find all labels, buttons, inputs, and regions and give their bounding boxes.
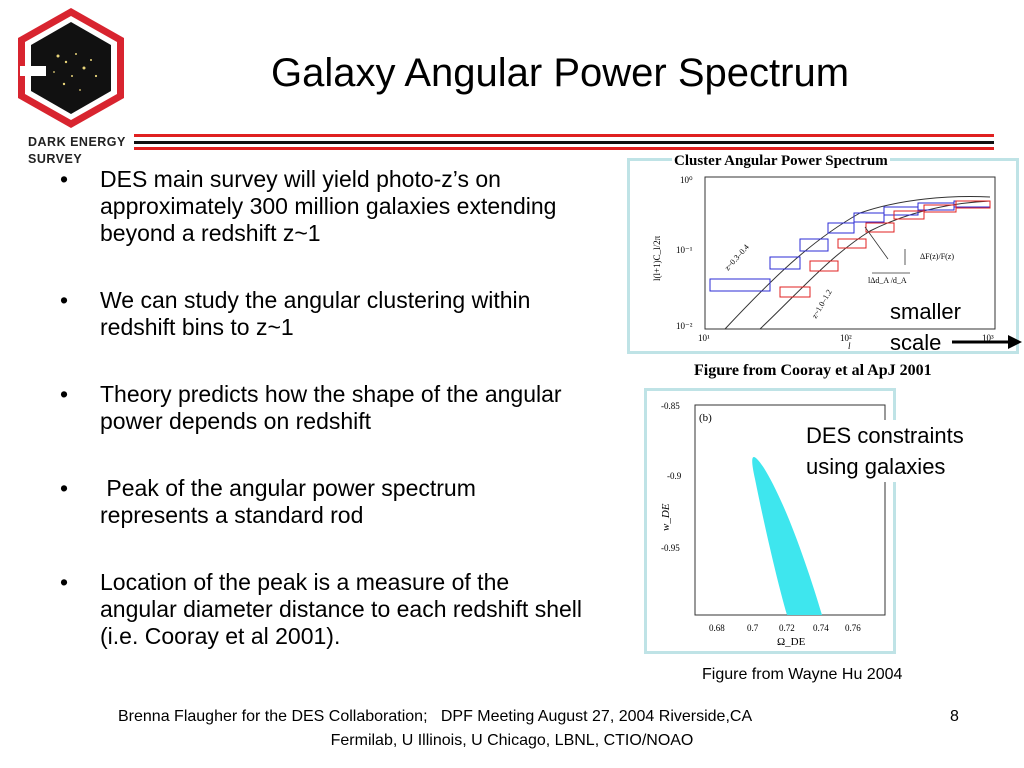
- bullet-text: Location of the peak is a measure of the…: [100, 569, 583, 649]
- curve-label-1: z~0.3–0.4: [723, 243, 751, 273]
- bullet-item: • Theory predicts how the shape of the an…: [56, 381, 586, 435]
- header-rules: [134, 134, 994, 150]
- footer-credit: Brenna Flaugher for the DES Collaboratio…: [118, 708, 753, 725]
- smaller-scale-callout: smaller scale: [890, 296, 961, 358]
- x-tick-label: 10²: [840, 333, 852, 343]
- x-tick-label: 0.76: [845, 623, 861, 633]
- bullet-item: • Location of the peak is a measure of th…: [56, 569, 586, 650]
- y-tick-label: 10⁻²: [676, 321, 693, 331]
- bullet-item: • DES main survey will yield photo-z’s on…: [56, 166, 586, 247]
- des-hexagon-logo-icon: [18, 8, 124, 128]
- callout-line: scale: [890, 330, 942, 355]
- bullet-marker: •: [60, 287, 69, 313]
- figure2-caption: Figure from Wayne Hu 2004: [702, 666, 903, 683]
- des-constraints-callout: DES constraints using galaxies: [796, 420, 988, 482]
- figure1-title: Cluster Angular Power Spectrum: [672, 153, 890, 170]
- bullet-marker: •: [60, 475, 69, 501]
- y-axis-label: w_DE: [660, 503, 672, 531]
- x-tick-label: 10¹: [698, 333, 710, 343]
- annotation-distance-ratio: lΔd_A /d_A: [868, 276, 907, 285]
- y-axis-label: l(l+1)C_l/2π: [652, 235, 662, 281]
- arrow-right-icon: [952, 335, 1022, 349]
- x-axis-label: l: [848, 341, 851, 351]
- x-tick-label: 0.74: [813, 623, 829, 633]
- bullet-marker: •: [60, 166, 69, 192]
- bullet-text: Peak of the angular power spectrum repre…: [100, 475, 483, 528]
- y-tick-label: 10⁻¹: [676, 245, 693, 255]
- page-number: 8: [950, 708, 959, 725]
- x-tick-label: 0.72: [779, 623, 795, 633]
- y-tick-label: 10⁰: [680, 175, 693, 185]
- cluster-power-spectrum-figure: 10⁰ 10⁻¹ 10⁻² 10¹ 10² 10³ l l(l+1)C_l/2π: [627, 158, 1019, 354]
- contour-region: [752, 457, 822, 615]
- x-tick-label: 0.68: [709, 623, 725, 633]
- bullet-list: • DES main survey will yield photo-z’s on…: [56, 166, 586, 690]
- x-tick-label: 0.7: [747, 623, 759, 633]
- figure1-caption: Figure from Cooray et al ApJ 2001: [694, 362, 932, 379]
- logo-line-1: DARK ENERGY: [28, 135, 126, 149]
- des-logo: DARK ENERGY SURVEY: [6, 6, 136, 171]
- logo-line-2: SURVEY: [28, 152, 83, 166]
- bullet-text: We can study the angular clustering with…: [100, 287, 531, 340]
- y-tick-label: -0.85: [661, 401, 680, 411]
- bullet-text: Theory predicts how the shape of the ang…: [100, 381, 562, 434]
- page-title: Galaxy Angular Power Spectrum: [270, 51, 850, 95]
- x-tick-label: 10³: [982, 333, 994, 343]
- series-z10-boxes: [779, 200, 991, 298]
- cluster-power-spectrum-plot: 10⁰ 10⁻¹ 10⁻² 10¹ 10² 10³ l l(l+1)C_l/2π: [652, 175, 996, 351]
- footer-institutions: Fermilab, U Illinois, U Chicago, LBNL, C…: [330, 732, 694, 749]
- annotation-flux-ratio: ΔF(z)/F(z): [920, 252, 954, 261]
- y-tick-label: -0.9: [667, 471, 682, 481]
- bullet-item: • Peak of the angular power spectrum rep…: [56, 475, 586, 529]
- curve-label-2: z~1.0–1.2: [810, 288, 834, 320]
- series-z03-boxes: [709, 200, 991, 292]
- bullet-item: • We can study the angular clustering wit…: [56, 287, 586, 341]
- bullet-text: DES main survey will yield photo-z’s on …: [100, 166, 557, 246]
- panel-label: (b): [699, 412, 712, 424]
- callout-line: smaller: [890, 299, 961, 324]
- bullet-marker: •: [60, 381, 69, 407]
- callout-line: DES constraints: [806, 423, 964, 448]
- des-constraints-plot: (b) -0.85 -0.9 -0.95 0.68 0.7 0.72 0.74 …: [660, 401, 886, 648]
- bullet-marker: •: [60, 569, 69, 595]
- x-axis-label: Ω_DE: [777, 636, 806, 648]
- callout-line: using galaxies: [806, 454, 946, 479]
- y-tick-label: -0.95: [661, 543, 680, 553]
